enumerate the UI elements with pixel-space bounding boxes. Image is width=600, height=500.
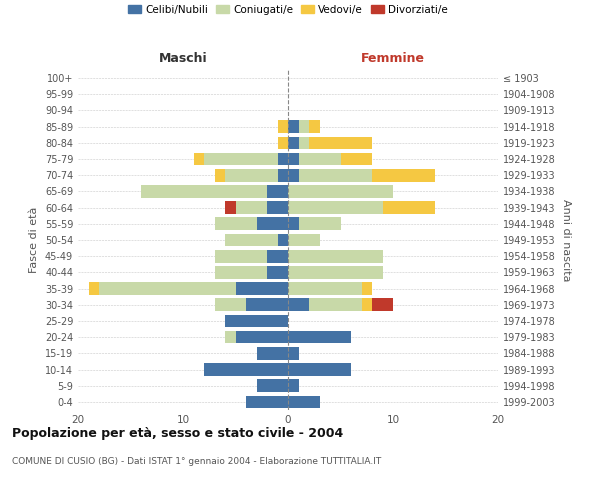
Bar (288, 120, 299, 133)
Bar (288, 347, 299, 360)
Bar (361, 298, 372, 311)
Bar (288, 298, 309, 311)
Bar (204, 363, 288, 376)
Bar (225, 169, 277, 181)
Bar (235, 331, 288, 344)
Bar (288, 331, 351, 344)
Bar (288, 136, 299, 149)
Bar (246, 298, 288, 311)
Bar (225, 314, 288, 328)
Bar (372, 169, 435, 181)
Text: COMUNE DI CUSIO (BG) - Dati ISTAT 1° gennaio 2004 - Elaborazione TUTTITALIA.IT: COMUNE DI CUSIO (BG) - Dati ISTAT 1° gen… (12, 458, 381, 466)
Bar (299, 136, 309, 149)
Bar (277, 136, 288, 149)
Bar (309, 136, 372, 149)
Bar (288, 169, 299, 181)
Bar (288, 185, 393, 198)
Bar (215, 169, 225, 181)
Bar (299, 218, 341, 230)
Bar (288, 396, 320, 408)
Legend: Celibi/Nubili, Coniugati/e, Vedovi/e, Divorziati/e: Celibi/Nubili, Coniugati/e, Vedovi/e, Di… (124, 0, 452, 18)
Y-axis label: Fasce di età: Fasce di età (29, 207, 39, 273)
Bar (288, 363, 351, 376)
Bar (267, 250, 288, 262)
Bar (267, 266, 288, 278)
Bar (235, 282, 288, 295)
Bar (288, 266, 383, 278)
Bar (299, 120, 309, 133)
Bar (204, 152, 277, 166)
Bar (288, 250, 383, 262)
Bar (225, 202, 235, 214)
Bar (277, 169, 288, 181)
Bar (277, 120, 288, 133)
Bar (383, 202, 435, 214)
Bar (299, 169, 372, 181)
Bar (215, 218, 257, 230)
Bar (288, 282, 361, 295)
Bar (288, 218, 299, 230)
Bar (257, 380, 288, 392)
Y-axis label: Anni di nascita: Anni di nascita (561, 198, 571, 281)
Bar (88, 282, 99, 295)
Bar (225, 234, 277, 246)
Bar (288, 152, 299, 166)
Bar (225, 331, 235, 344)
Bar (309, 120, 320, 133)
Bar (257, 347, 288, 360)
Bar (277, 152, 288, 166)
Bar (288, 234, 320, 246)
Bar (99, 282, 235, 295)
Bar (215, 298, 246, 311)
Text: Maschi: Maschi (158, 52, 208, 65)
Text: Popolazione per età, sesso e stato civile - 2004: Popolazione per età, sesso e stato civil… (12, 428, 343, 440)
Bar (141, 185, 267, 198)
Bar (288, 380, 299, 392)
Bar (299, 152, 341, 166)
Bar (193, 152, 204, 166)
Bar (267, 185, 288, 198)
Bar (288, 202, 383, 214)
Bar (341, 152, 372, 166)
Bar (215, 266, 267, 278)
Text: Femmine: Femmine (361, 52, 425, 65)
Bar (309, 298, 361, 311)
Bar (267, 202, 288, 214)
Bar (277, 234, 288, 246)
Bar (235, 202, 267, 214)
Bar (372, 298, 393, 311)
Bar (215, 250, 267, 262)
Bar (257, 218, 288, 230)
Bar (361, 282, 372, 295)
Bar (246, 396, 288, 408)
